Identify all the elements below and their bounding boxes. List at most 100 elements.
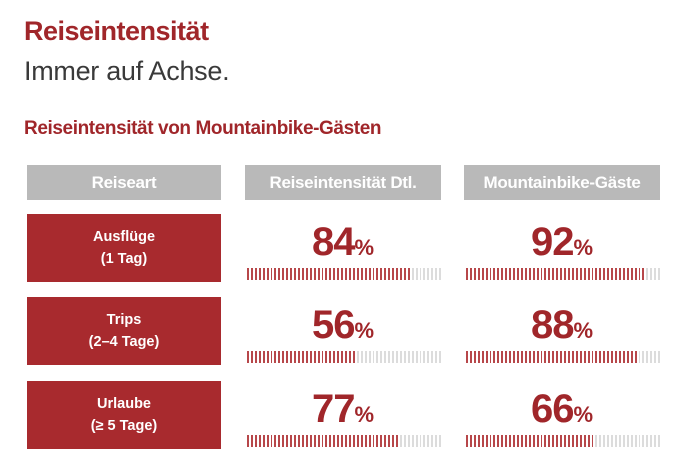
bar-tick xyxy=(630,268,633,280)
bar-tick xyxy=(278,268,281,280)
bar-tick xyxy=(372,268,375,280)
bar-tick xyxy=(544,351,547,363)
bar-tick xyxy=(516,351,519,363)
bar-tick xyxy=(282,435,285,447)
bar-tick xyxy=(317,268,320,280)
bar-tick xyxy=(297,351,300,363)
percent-sign: % xyxy=(354,235,375,260)
bar-tick xyxy=(575,435,578,447)
bar-tick xyxy=(415,351,418,363)
bar-tick xyxy=(290,351,293,363)
percentage-label: 56% xyxy=(245,303,441,348)
bar-tick xyxy=(380,351,383,363)
bar-tick xyxy=(520,351,523,363)
bar-tick xyxy=(439,435,442,447)
bar-tick xyxy=(615,435,617,447)
bar-tick xyxy=(536,268,539,280)
bar-tick xyxy=(505,435,508,447)
page-title: Reiseintensität xyxy=(24,16,209,46)
bar-tick xyxy=(650,268,653,280)
bar-tick xyxy=(333,435,336,447)
bar-tick xyxy=(477,351,480,363)
bar-tick xyxy=(634,351,637,363)
bar-tick xyxy=(501,435,504,447)
bar-tick xyxy=(567,268,570,280)
bar-tick xyxy=(626,435,629,447)
bar-tick xyxy=(435,351,438,363)
bar-tick xyxy=(603,268,606,280)
bar-tick xyxy=(380,268,383,280)
bar-tick xyxy=(524,351,527,363)
bar-tick xyxy=(262,351,265,363)
bar-tick xyxy=(250,268,253,280)
bar-tick xyxy=(607,268,610,280)
bar-tick xyxy=(532,268,535,280)
percentage-label: 88% xyxy=(464,303,660,348)
bar-tick xyxy=(509,435,512,447)
bar-tick xyxy=(556,268,559,280)
bar-tick xyxy=(423,435,426,447)
bar-tick xyxy=(571,268,574,280)
percent-sign: % xyxy=(573,235,594,260)
bar-tick xyxy=(341,435,344,447)
bar-tick xyxy=(497,268,500,280)
bar-tick xyxy=(290,268,293,280)
row-label-line2: (2–4 Tage) xyxy=(88,334,160,350)
bar-tick xyxy=(321,435,324,447)
bar-tick xyxy=(556,435,559,447)
bar-tick xyxy=(642,268,645,280)
bar-tick xyxy=(399,435,402,447)
bar-tick xyxy=(278,351,281,363)
bar-tick xyxy=(396,268,398,280)
percentage-value: 92 xyxy=(530,220,574,264)
bar-tick xyxy=(392,268,395,280)
bar-tick xyxy=(325,351,328,363)
percent-sign: % xyxy=(354,402,375,427)
bar-tick xyxy=(258,268,261,280)
bar-tick xyxy=(360,435,363,447)
bar-tick xyxy=(403,435,406,447)
bar-tick xyxy=(333,268,336,280)
bar-tick xyxy=(607,435,610,447)
bar-tick xyxy=(305,268,308,280)
bar-tick xyxy=(431,351,434,363)
bar-tick xyxy=(439,268,442,280)
bar-tick xyxy=(587,351,590,363)
bar-tick xyxy=(611,268,614,280)
row-label-urlaube: Urlaube (≥ 5 Tage) xyxy=(27,381,221,449)
bar-tick xyxy=(403,268,406,280)
bar-tick xyxy=(489,435,492,447)
bar-tick xyxy=(489,268,492,280)
bar-tick xyxy=(567,435,570,447)
bar-tick xyxy=(435,435,438,447)
row-label-line2: (≥ 5 Tage) xyxy=(90,418,158,434)
bar-tick xyxy=(536,351,539,363)
bar-tick xyxy=(611,435,614,447)
bar-tick xyxy=(658,268,661,280)
bar-tick xyxy=(587,268,590,280)
percentage-value: 56 xyxy=(311,303,355,347)
percent-sign: % xyxy=(573,318,594,343)
bar-tick xyxy=(407,351,410,363)
row-label-line1: Urlaube xyxy=(97,396,151,412)
percentage-label: 92% xyxy=(464,220,660,265)
bar-tick xyxy=(583,435,586,447)
bar-tick xyxy=(294,268,296,280)
bar-tick xyxy=(477,435,480,447)
bar-tick xyxy=(583,351,586,363)
bar-tick xyxy=(579,268,582,280)
bar-tick xyxy=(297,268,300,280)
value-cell: 77% xyxy=(245,381,442,451)
bar-tick xyxy=(325,268,328,280)
bar-tick xyxy=(254,351,257,363)
bar-tick xyxy=(481,435,484,447)
bar-tick xyxy=(348,435,351,447)
bar-tick xyxy=(352,351,355,363)
bar-tick xyxy=(360,268,363,280)
bar-tick xyxy=(544,268,547,280)
value-cell: 88% xyxy=(464,297,661,367)
bar-tick xyxy=(501,351,504,363)
bar-tick xyxy=(262,268,265,280)
bar-tick xyxy=(466,268,468,280)
bar-tick xyxy=(258,435,261,447)
